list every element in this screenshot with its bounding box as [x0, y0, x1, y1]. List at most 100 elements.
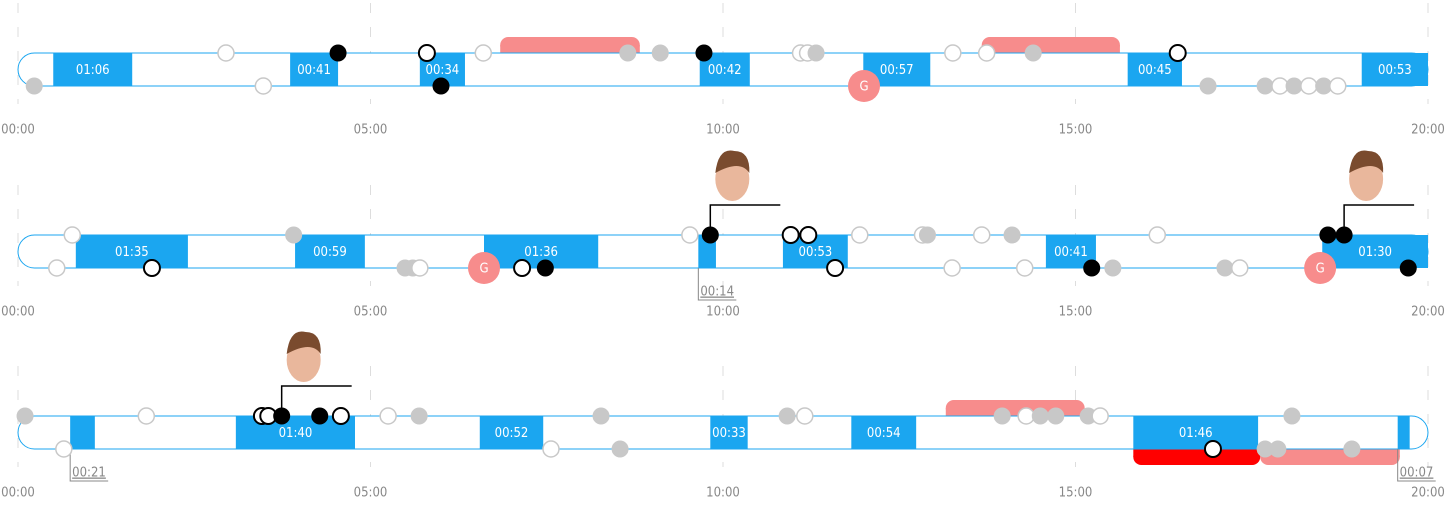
event [592, 407, 610, 425]
shift [290, 53, 339, 86]
tick-label: 20:00 [1411, 123, 1445, 138]
shift-label: 00:21 [72, 466, 106, 481]
event [1283, 407, 1301, 425]
event [25, 77, 43, 95]
tick-label: 15:00 [1059, 486, 1093, 501]
event [799, 226, 818, 244]
event [851, 226, 869, 244]
event [695, 44, 713, 62]
event [331, 407, 350, 425]
goal-label: G [479, 262, 488, 277]
event [619, 44, 637, 62]
penalty-fill [1133, 449, 1261, 457]
tick-label: 00:00 [1, 123, 35, 138]
shift [295, 235, 365, 268]
event [410, 407, 428, 425]
event [1300, 77, 1318, 95]
event [781, 226, 800, 244]
event [807, 44, 825, 62]
event [701, 226, 719, 244]
shift-label: 01:06 [76, 63, 110, 78]
goal [468, 252, 501, 284]
event [681, 226, 699, 244]
event [55, 440, 73, 458]
shift [1361, 53, 1428, 86]
event [1083, 259, 1101, 277]
event [16, 407, 34, 425]
player-hair [715, 150, 750, 173]
tick-label: 20:00 [1411, 486, 1445, 501]
tick-label: 05:00 [354, 123, 388, 138]
shift-label: 00:53 [1378, 63, 1412, 78]
tick-label: 20:00 [1411, 305, 1445, 320]
event [142, 259, 161, 277]
event [1319, 226, 1337, 244]
event [432, 77, 450, 95]
tick-label: 10:00 [706, 305, 740, 320]
event [1216, 259, 1234, 277]
event [611, 440, 629, 458]
event [796, 407, 814, 425]
player-leader [1343, 204, 1415, 235]
event [977, 44, 996, 62]
event [1003, 226, 1021, 244]
track [17, 234, 1429, 269]
event [651, 44, 669, 62]
shift-label: 00:41 [297, 63, 331, 78]
tick-label: 15:00 [1059, 305, 1093, 320]
event [1024, 44, 1042, 62]
shift-label: 00:54 [867, 426, 901, 441]
shift [70, 416, 95, 449]
event [944, 44, 962, 62]
shift [53, 53, 133, 86]
tick-label: 00:00 [1, 305, 35, 320]
shift [851, 416, 917, 449]
shift [75, 235, 188, 268]
event [63, 226, 82, 244]
shift [710, 416, 748, 449]
event [1031, 407, 1049, 425]
event [417, 44, 436, 62]
player-hair [286, 331, 321, 354]
event [536, 259, 554, 277]
tick-label: 00:00 [1, 486, 35, 501]
event [1203, 440, 1222, 458]
event [1399, 259, 1417, 277]
tick-label: 15:00 [1059, 123, 1093, 138]
event [1104, 259, 1122, 277]
event [918, 226, 936, 244]
event [513, 259, 532, 277]
event [1329, 77, 1347, 95]
shift-label: 00:33 [712, 426, 746, 441]
goal [1304, 252, 1337, 284]
shift-label: 01:36 [524, 245, 558, 260]
shift-label: 00:53 [799, 245, 833, 260]
event [1256, 77, 1274, 95]
event [411, 259, 429, 277]
penalty-fill [500, 45, 640, 53]
event [137, 407, 156, 425]
shift-label: 01:35 [115, 245, 149, 260]
tick-label: 10:00 [706, 486, 740, 501]
shift [1397, 416, 1410, 449]
shift-label: 00:14 [700, 285, 734, 300]
shift-label-leader [1397, 449, 1436, 482]
goal [848, 70, 880, 102]
shift-label: 00:45 [1138, 63, 1172, 78]
event [379, 407, 397, 425]
event [1168, 44, 1187, 62]
event [943, 259, 961, 277]
event [1285, 77, 1303, 95]
event [993, 407, 1011, 425]
event [285, 226, 303, 244]
event [329, 44, 347, 62]
player-hair [1349, 150, 1384, 173]
tick-label: 10:00 [706, 123, 740, 138]
shift-label: 00:34 [426, 63, 460, 78]
event [972, 226, 991, 244]
shift-label-leader [69, 449, 109, 482]
shift-label: 01:46 [1179, 426, 1213, 441]
event [217, 44, 235, 62]
penalty-fill [945, 408, 1085, 416]
